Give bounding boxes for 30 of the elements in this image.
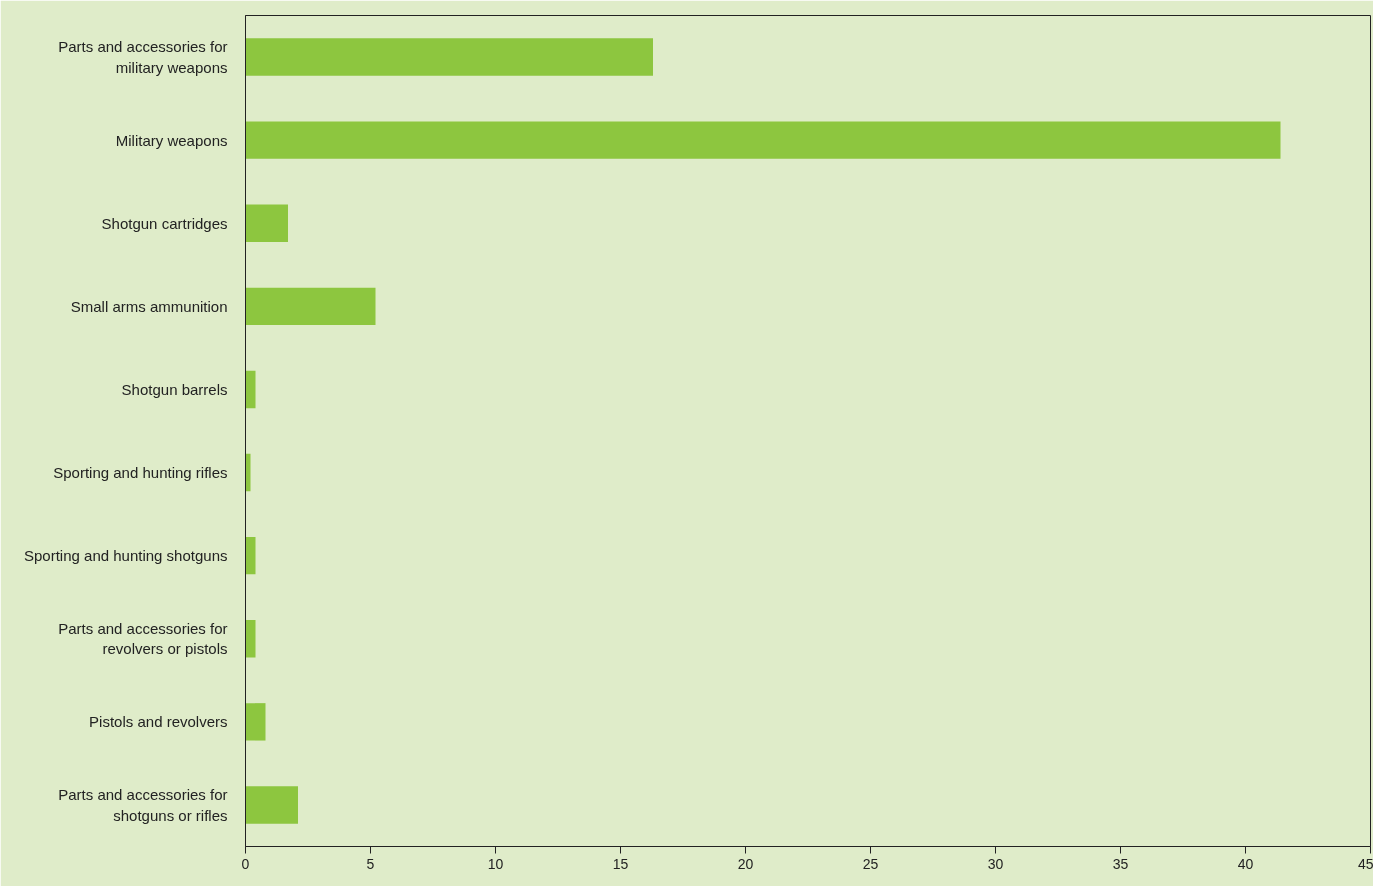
- x-tick-label: 20: [737, 855, 754, 872]
- y-tick-label: Shotgun cartridges: [101, 214, 228, 232]
- x-tick-label: 40: [1237, 855, 1254, 872]
- bar: [245, 38, 653, 76]
- bar: [245, 453, 251, 492]
- bar: [245, 620, 256, 658]
- y-tick-label: Parts and accessories for military weapons: [58, 38, 228, 76]
- x-tick-label: 0: [241, 855, 250, 872]
- x-tick-label: 25: [862, 855, 879, 872]
- bar: [245, 786, 298, 824]
- bar: [245, 536, 256, 575]
- bar: [245, 370, 256, 409]
- y-tick-label: Sporting and hunting rifles: [53, 464, 228, 482]
- x-tick-label: 5: [366, 855, 375, 872]
- y-tick-label: Pistols and revolvers: [89, 713, 228, 731]
- y-tick-label: Parts and accessories for shotguns or rifles: [58, 786, 228, 824]
- y-tick-label: Shotgun barrels: [121, 380, 228, 398]
- y-tick-label: Military weapons: [115, 131, 228, 149]
- bar: [245, 287, 376, 326]
- x-tick-label: 30: [987, 855, 1004, 872]
- bar: [245, 121, 1281, 159]
- y-tick-label: Parts and accessories for revolvers or pistols: [58, 620, 228, 658]
- y-tick-label: Small arms ammunition: [70, 297, 228, 315]
- x-tick-label: 10: [487, 855, 504, 872]
- x-tick-label: 35: [1112, 855, 1129, 872]
- x-tick-label: 45: [1357, 855, 1373, 872]
- bar: [245, 204, 288, 242]
- y-tick-label: Sporting and hunting shotguns: [24, 547, 228, 565]
- x-tick-label: 15: [612, 855, 629, 872]
- bar: [245, 703, 266, 741]
